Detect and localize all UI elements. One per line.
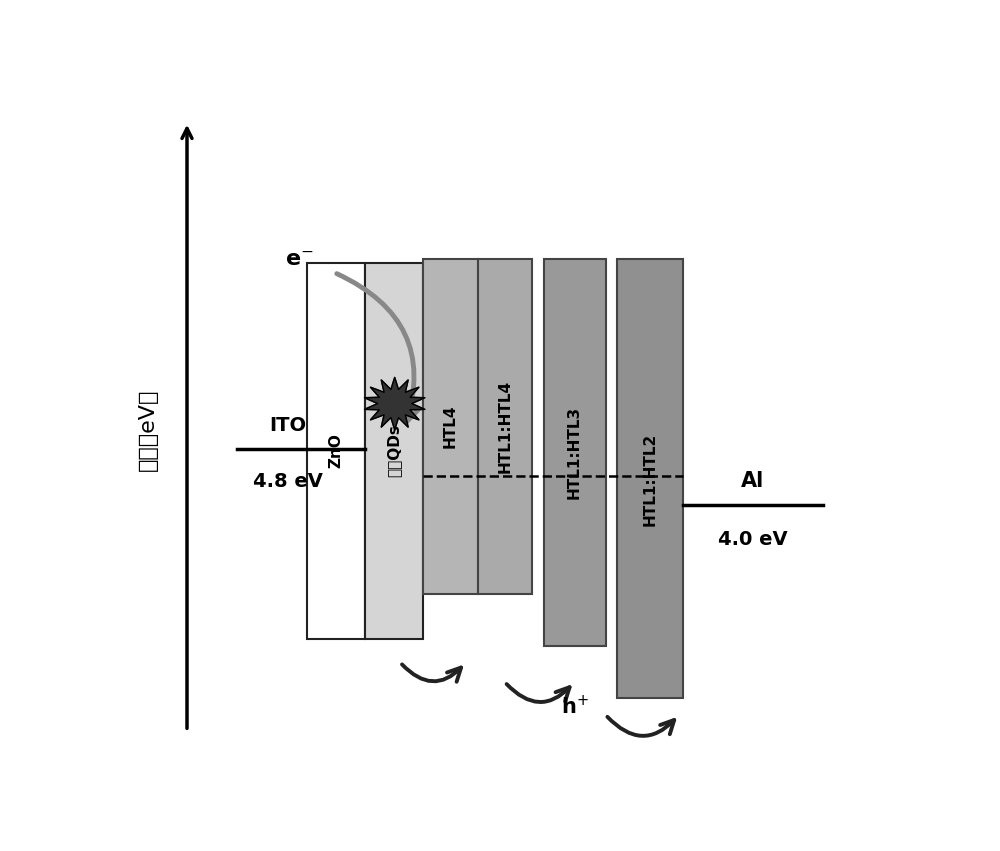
Text: h$^{+}$: h$^{+}$ xyxy=(561,694,588,718)
Bar xyxy=(307,263,365,639)
Text: 4.8 eV: 4.8 eV xyxy=(253,472,323,491)
Bar xyxy=(544,260,606,646)
Text: HTL1:HTL4: HTL1:HTL4 xyxy=(497,380,512,473)
Text: 能级（eV）: 能级（eV） xyxy=(138,389,158,471)
Text: 4.0 eV: 4.0 eV xyxy=(718,530,788,549)
Text: HTL1:HTL2: HTL1:HTL2 xyxy=(643,432,658,526)
Polygon shape xyxy=(364,377,425,430)
FancyArrowPatch shape xyxy=(607,717,674,736)
Text: ITO: ITO xyxy=(269,416,306,435)
Bar xyxy=(617,260,683,699)
Text: HTL1:HTL3: HTL1:HTL3 xyxy=(567,406,582,500)
Bar xyxy=(365,263,423,639)
Text: ZnO: ZnO xyxy=(329,434,344,469)
Text: Al: Al xyxy=(741,471,764,491)
Bar xyxy=(423,260,478,594)
FancyArrowPatch shape xyxy=(337,274,419,422)
Bar xyxy=(478,260,532,594)
Text: 绿光QDs: 绿光QDs xyxy=(387,425,402,477)
Text: e$^{-}$: e$^{-}$ xyxy=(285,249,314,270)
FancyArrowPatch shape xyxy=(402,665,461,682)
FancyArrowPatch shape xyxy=(507,684,570,702)
Text: HTL4: HTL4 xyxy=(443,405,458,448)
